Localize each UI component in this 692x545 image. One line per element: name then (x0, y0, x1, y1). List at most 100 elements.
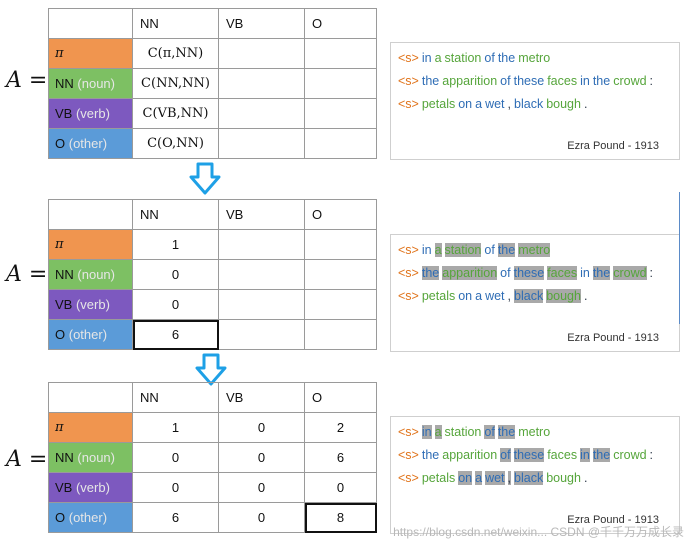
corpus-token: crowd (613, 448, 647, 462)
corpus-token: <s> (398, 425, 419, 439)
corpus-token: apparition (442, 448, 498, 462)
corpus-token: <s> (398, 51, 419, 65)
corpus-token: <s> (398, 289, 419, 303)
transition-matrix-3: NN VB O π 1 0 2 NN (noun) 0 0 6 VB (verb… (48, 382, 377, 533)
cell-nn-vb (218, 259, 305, 290)
corpus-token: crowd (613, 266, 647, 280)
row-label-pi: π (48, 38, 133, 69)
col-header-o: O (304, 8, 377, 39)
corpus-token: wet (485, 471, 505, 485)
corpus-token: the (421, 74, 440, 88)
corpus-token: the (592, 266, 611, 280)
corpus-token: . (583, 97, 588, 111)
corpus-token: of (500, 448, 511, 462)
cell-nn-o (304, 68, 377, 99)
row-label-vb: VB (verb) (48, 289, 133, 320)
corpus-token: the (592, 74, 611, 88)
col-header-o: O (304, 382, 377, 413)
cell-pi-vb: 0 (218, 412, 305, 443)
corpus-token: on (458, 471, 473, 485)
corpus-box-2: <s> in a station of the metro <s> the apparition… (390, 234, 680, 352)
corpus-token: <s> (398, 74, 419, 88)
corpus-token: bough (546, 471, 581, 485)
cell-vb-o: 0 (304, 472, 377, 503)
row-label-nn: NN (noun) (48, 68, 133, 99)
corpus-token: of (484, 243, 495, 257)
row-label-vb: VB (verb) (48, 98, 133, 129)
attribution: Ezra Pound - 1913 (567, 332, 659, 344)
corpus-token: in (421, 243, 432, 257)
corpus-token: of (500, 266, 511, 280)
cell-vb-vb: 0 (218, 472, 305, 503)
corpus-token: on (458, 97, 473, 111)
corpus-token: on (458, 289, 473, 303)
cell-o-nn: C(O,NN) (132, 128, 219, 159)
corpus-token: wet (485, 97, 505, 111)
corpus-token: metro (518, 243, 551, 257)
col-header-nn: NN (132, 382, 219, 413)
row-label-nn: NN (noun) (48, 442, 133, 473)
corpus-token: <s> (398, 266, 419, 280)
corpus-token: petals (421, 471, 456, 485)
corpus-token: bough (546, 97, 581, 111)
corpus-token: . (583, 289, 588, 303)
corpus-token: petals (421, 289, 456, 303)
corpus-token: a (475, 289, 483, 303)
cell-o-nn-highlighted: 6 (132, 319, 219, 350)
matrix-symbol: A = (6, 68, 48, 93)
corpus-token: a (434, 243, 442, 257)
cell-pi-o: 2 (304, 412, 377, 443)
corpus-token: in (580, 448, 590, 462)
down-arrow-icon (195, 353, 227, 386)
cell-vb-nn: 0 (132, 472, 219, 503)
corpus-token: the (497, 51, 516, 65)
corpus-token: faces (547, 266, 578, 280)
corpus-token: of (484, 425, 495, 439)
corpus-token: <s> (398, 243, 419, 257)
corpus-token: metro (518, 51, 551, 65)
corpus-line: <s> the apparition of these faces in the crowd: (398, 74, 656, 88)
col-header-nn: NN (132, 199, 219, 230)
corpus-token: station (444, 425, 482, 439)
attribution: Ezra Pound - 1913 (567, 514, 659, 526)
row-label-vb: VB (verb) (48, 472, 133, 503)
cell-nn-vb (218, 68, 305, 99)
col-header-vb: VB (218, 8, 305, 39)
corpus-token: wet (485, 289, 505, 303)
corner-cell (48, 199, 133, 230)
cell-o-vb (218, 319, 305, 350)
cell-vb-o (304, 98, 377, 129)
cell-vb-o (304, 289, 377, 320)
col-header-vb: VB (218, 199, 305, 230)
corpus-token: apparition (442, 266, 498, 280)
corpus-token: : (649, 266, 654, 280)
corpus-token: <s> (398, 471, 419, 485)
corpus-line: <s> in a station of the metro (398, 243, 553, 257)
cell-vb-nn: C(VB,NN) (132, 98, 219, 129)
corpus-token: in (421, 425, 432, 439)
corpus-line: <s> petals on a wet, black bough. (398, 97, 590, 111)
cell-o-vb (218, 128, 305, 159)
corpus-token: of (500, 74, 511, 88)
corpus-line: <s> in a station of the metro (398, 51, 553, 65)
cell-pi-o (304, 229, 377, 260)
cell-pi-nn: C(π,NN) (132, 38, 219, 69)
corpus-token: black (514, 97, 544, 111)
row-label-pi: π (48, 412, 133, 443)
corpus-token: faces (547, 74, 578, 88)
row-label-nn: NN (noun) (48, 259, 133, 290)
divider (679, 192, 680, 324)
corpus-box-3: <s> in a station of the metro <s> the apparition… (390, 416, 680, 534)
corpus-line: <s> the apparition of these faces in the crowd: (398, 448, 656, 462)
corner-cell (48, 8, 133, 39)
cell-vb-vb (218, 98, 305, 129)
corpus-line: <s> the apparition of these faces in the crowd: (398, 266, 656, 280)
row-label-o: O (other) (48, 319, 133, 350)
cell-pi-vb (218, 38, 305, 69)
corner-cell (48, 382, 133, 413)
corpus-line: <s> petals on a wet, black bough. (398, 471, 590, 485)
corpus-token: the (497, 425, 516, 439)
cell-o-o (304, 319, 377, 350)
cell-nn-nn: 0 (132, 442, 219, 473)
matrix-symbol: A = (6, 447, 48, 472)
